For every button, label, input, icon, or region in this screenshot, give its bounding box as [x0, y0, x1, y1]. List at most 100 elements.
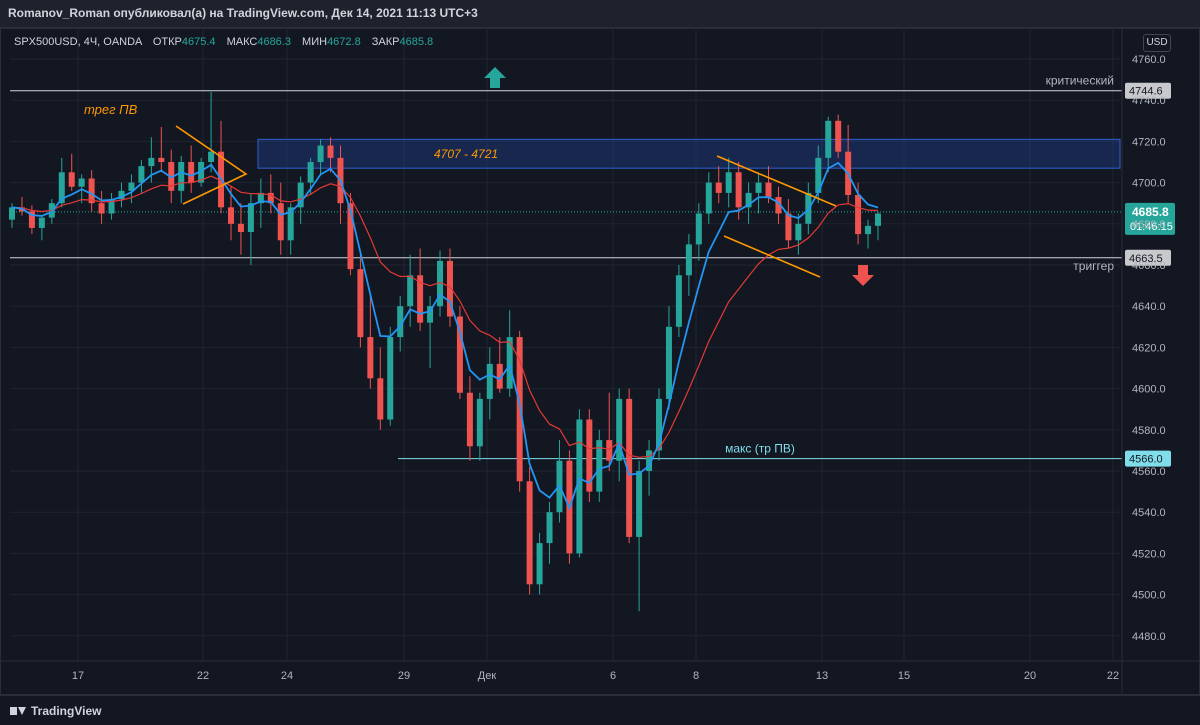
candle-body	[576, 419, 583, 554]
candle-body	[735, 172, 742, 208]
candle-body	[496, 363, 503, 389]
last-price-badge	[1125, 202, 1175, 235]
candle-body	[327, 145, 334, 158]
symbol-legend: SPX500USD, 4Ч, OANDA ОТКР4675.4 МАКС4686…	[14, 36, 433, 48]
footer: TradingView	[0, 695, 1200, 725]
candle-body	[725, 172, 732, 193]
candle-body	[745, 192, 752, 208]
grid	[10, 28, 1120, 661]
candle-body	[78, 178, 85, 187]
candle-body	[28, 211, 35, 228]
x-tick-label: 24	[281, 670, 293, 682]
candle-body	[148, 157, 155, 167]
candle-body	[347, 203, 354, 270]
level-price-badge	[1125, 450, 1171, 467]
candle-body	[417, 275, 424, 323]
symbol-name: SPX500USD, 4Ч, OANDA	[14, 36, 142, 48]
x-tick-label: 6	[610, 670, 616, 682]
low-value: 4672.8	[327, 36, 361, 48]
price-chart[interactable]: 4707 - 4721 4744.6 критический 4663.5 тригг…	[0, 28, 1200, 695]
candle-body	[427, 306, 434, 323]
currency-button[interactable]: USD	[1143, 34, 1171, 52]
candle-body	[785, 213, 792, 241]
candle-body	[695, 213, 702, 245]
candle-body	[208, 151, 215, 162]
candle-body	[367, 337, 374, 379]
candle-body	[68, 172, 75, 187]
candle-body	[516, 337, 523, 482]
wedge-lower-line	[723, 235, 821, 278]
candle-body	[755, 182, 762, 193]
tradingview-logo-icon	[10, 706, 26, 716]
level-price-badge	[1125, 82, 1171, 99]
candle-body	[586, 419, 593, 492]
x-tick-label: 15	[898, 670, 910, 682]
y-tick-label: 4520.0	[1132, 548, 1166, 560]
candle-body	[506, 337, 513, 389]
candle-body	[257, 192, 264, 204]
close-label: ЗАКР	[371, 36, 400, 48]
candle-body	[297, 182, 304, 208]
zone-layer: 4707 - 4721	[257, 138, 1121, 169]
high-value: 4686.3	[257, 36, 291, 48]
candle-body	[705, 182, 712, 214]
candle-body	[795, 223, 802, 241]
publisher-text: Romanov_Roman опубликовал(а) на TradingV…	[8, 6, 478, 20]
candle-body	[138, 166, 145, 183]
candle-body	[616, 398, 623, 461]
candle-body	[456, 316, 463, 393]
last-price-text: 4685.8	[1132, 205, 1169, 219]
candle-body	[685, 244, 692, 276]
y-tick-label: 4760.0	[1132, 54, 1166, 66]
tradingview-logo: TradingView	[10, 704, 101, 718]
close-value: 4685.8	[399, 36, 434, 48]
wedge-upper-line	[716, 155, 837, 207]
level-name: критический	[1046, 74, 1114, 88]
level-price-text: 4663.5	[1129, 253, 1163, 265]
candle-body	[765, 182, 772, 198]
candle-body	[646, 450, 653, 471]
y-tick-label: 4500.0	[1132, 590, 1166, 602]
y-tick-label: 4680.0	[1132, 219, 1166, 231]
candle-body	[227, 207, 234, 224]
candle-body	[775, 197, 782, 214]
candle-body	[9, 207, 15, 220]
arrow-down-icon	[852, 265, 874, 286]
candle-body	[247, 203, 254, 233]
candle-body	[715, 182, 722, 193]
level-price-badge	[1125, 249, 1171, 266]
candle-body	[58, 172, 65, 204]
candle-body	[118, 190, 125, 200]
candle-body	[875, 213, 881, 226]
y-tick-label: 4560.0	[1132, 466, 1166, 478]
triangle-pattern	[175, 125, 248, 205]
ema-layer	[11, 161, 879, 511]
x-tick-label: 20	[1024, 670, 1036, 682]
candle-body	[835, 120, 842, 152]
y-tick-label: 4700.0	[1132, 178, 1166, 190]
y-tick-label: 4640.0	[1132, 301, 1166, 313]
ema-slow-line	[11, 175, 879, 458]
high-label: МАКС	[226, 36, 258, 48]
y-tick-label: 4480.0	[1132, 631, 1166, 643]
candle-body	[188, 162, 195, 183]
candle-body	[536, 543, 543, 585]
level-price-text: 4566.0	[1129, 454, 1163, 466]
open-label: ОТКР	[152, 36, 182, 48]
zone-label: 4707 - 4721	[434, 147, 498, 161]
candle-body	[636, 471, 643, 537]
y-tick-label: 4620.0	[1132, 342, 1166, 354]
candle-body	[446, 260, 453, 317]
candle-body	[198, 162, 205, 183]
arrow-up-icon	[484, 67, 506, 88]
candle-body	[546, 512, 553, 544]
x-tick-label: 13	[816, 670, 828, 682]
candle-body	[606, 440, 613, 461]
y-tick-label: 4740.0	[1132, 95, 1166, 107]
open-value: 4675.4	[181, 36, 216, 48]
candle-body	[855, 194, 862, 235]
level-name: триггер	[1073, 259, 1114, 273]
candle-body	[656, 398, 663, 451]
drawings-layer: трег ПВ	[84, 67, 874, 286]
publisher-header: Romanov_Roman опубликовал(а) на TradingV…	[0, 0, 1200, 28]
